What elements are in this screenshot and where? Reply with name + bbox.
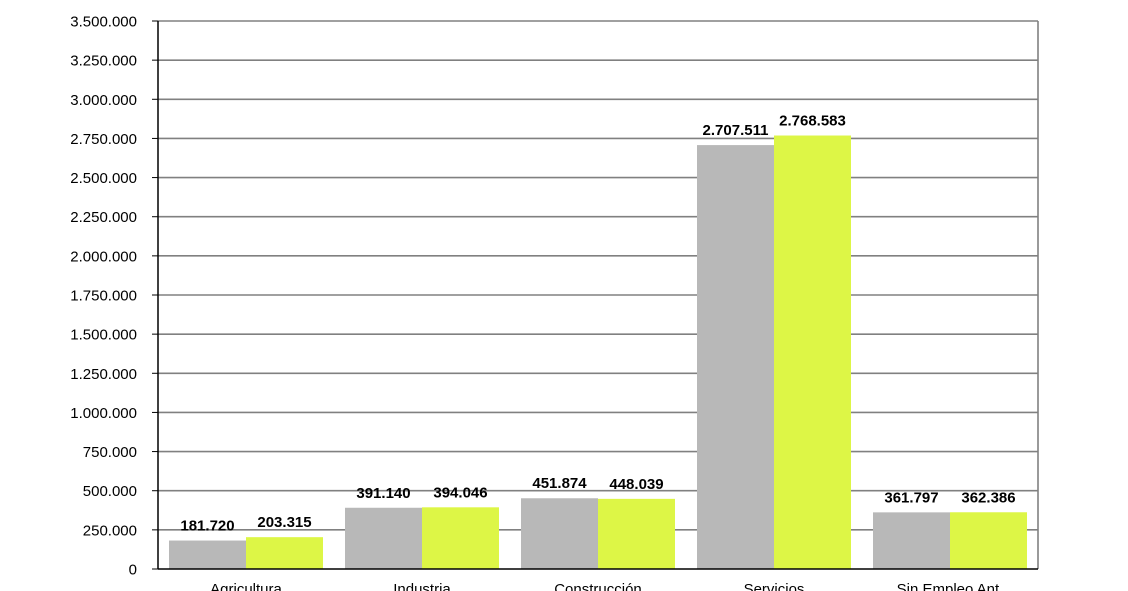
y-tick-label: 2.000.000	[70, 248, 137, 265]
bar	[873, 512, 950, 569]
data-label: 2.768.583	[779, 113, 846, 130]
bar	[345, 507, 422, 569]
data-label: 2.707.511	[703, 122, 769, 139]
y-tick-label: 3.250.000	[70, 53, 137, 70]
bar	[422, 507, 499, 569]
y-tick-label: 1.000.000	[70, 405, 137, 422]
data-labels: 181.720 203.315 391.140 394.046 451.874 448.0…	[180, 113, 1015, 535]
data-label: 203.315	[257, 514, 311, 531]
y-tick-label: 3.000.000	[70, 92, 137, 109]
category-label: Servicios	[744, 581, 805, 591]
y-tick-label: 0	[129, 562, 137, 579]
data-label: 362.386	[961, 489, 1015, 506]
y-tick-label: 1.500.000	[70, 327, 137, 344]
data-label: 181.720	[180, 518, 234, 535]
y-tick-label: 750.000	[83, 444, 137, 461]
bars	[169, 135, 1027, 570]
y-tick-label: 1.750.000	[70, 288, 137, 305]
bar	[246, 537, 323, 569]
gridlines	[158, 20, 1038, 531]
data-label: 391.140	[356, 485, 410, 502]
data-label: 361.797	[884, 489, 938, 506]
y-tick-label: 2.500.000	[70, 170, 137, 187]
y-tick-label: 2.250.000	[70, 209, 137, 226]
bar	[774, 135, 851, 570]
data-label: 448.039	[609, 476, 663, 493]
y-tick-label: 500.000	[83, 483, 137, 500]
category-label: Construcción	[554, 581, 642, 591]
category-label: Agricultura	[210, 581, 282, 591]
y-axis-ticks: 0 250.000 500.000 750.000 1.000.000 1.250.000…	[70, 14, 158, 579]
category-label: Sin Empleo Ant.	[897, 581, 1004, 591]
y-tick-label: 2.750.000	[70, 131, 137, 148]
data-label: 394.046	[433, 484, 487, 501]
y-tick-label: 250.000	[83, 522, 137, 539]
bar	[598, 498, 675, 569]
y-tick-label: 3.500.000	[70, 14, 137, 31]
bar	[169, 540, 246, 569]
bar	[697, 145, 774, 570]
bar	[521, 498, 598, 569]
y-tick-label: 1.250.000	[70, 366, 137, 383]
data-label: 451.874	[532, 475, 587, 492]
category-label: Industria	[393, 581, 451, 591]
bar	[950, 512, 1027, 569]
category-labels: Agricultura Industria Construcción Servicio…	[210, 581, 1003, 591]
